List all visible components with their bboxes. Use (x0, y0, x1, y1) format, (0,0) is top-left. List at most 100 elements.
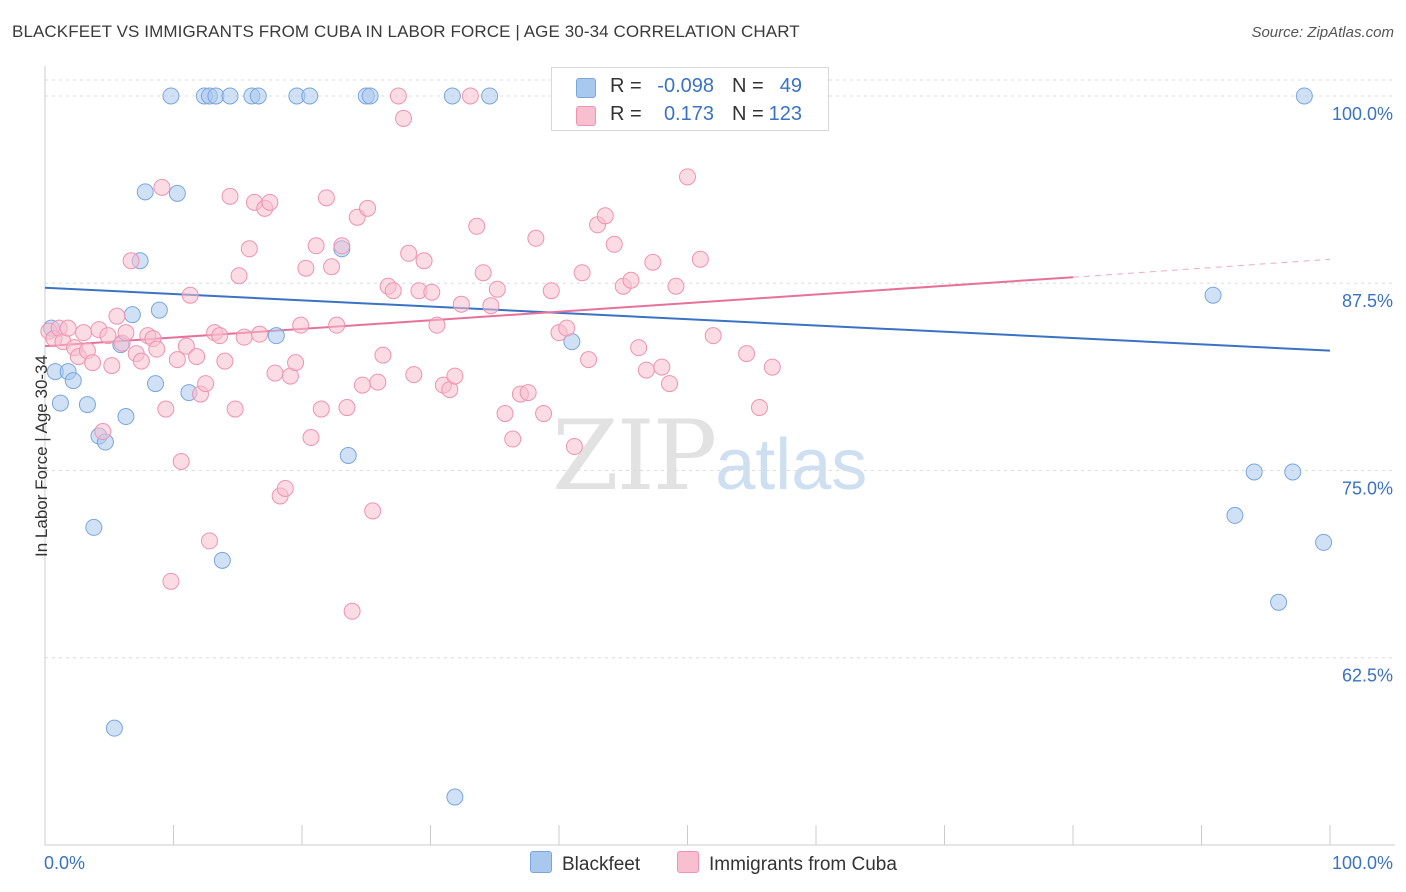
cuba-point (704, 327, 722, 345)
cuba-point (230, 267, 248, 285)
cuba-point (415, 252, 433, 270)
cuba-point (226, 400, 244, 418)
cuba-point (738, 345, 756, 363)
blackfeet-point (443, 87, 461, 105)
cuba-point (276, 479, 294, 497)
blackfeet-point (168, 184, 186, 202)
blackfeet-point (361, 87, 379, 105)
cuba-trend-line-extension (1072, 258, 1331, 278)
cuba-point (405, 366, 423, 384)
blackfeet-point (51, 394, 69, 412)
blackfeet-point (339, 447, 357, 464)
cuba-point (132, 352, 150, 370)
cuba-point (197, 375, 215, 393)
cuba-point (312, 400, 330, 418)
blackfeet-point (481, 87, 499, 105)
cuba-point (317, 189, 335, 207)
cuba-point (558, 319, 576, 337)
cuba-point (474, 264, 492, 282)
cuba-point (181, 286, 199, 304)
cuba-point (653, 358, 671, 376)
cuba-point (200, 532, 218, 550)
cuba-point (452, 295, 470, 313)
blackfeet-point (446, 788, 464, 806)
cuba-point (359, 199, 377, 217)
cuba-point (535, 405, 553, 423)
cuba-point (75, 324, 93, 342)
cuba-point (117, 324, 135, 342)
cuba-point (691, 250, 709, 268)
cuba-point (519, 384, 537, 402)
blackfeet-point (147, 375, 165, 393)
cuba-point (266, 364, 284, 382)
watermark: ZIPatlas (552, 400, 867, 512)
cuba-point (94, 423, 112, 441)
bottom-legend-swatch-cuba (677, 851, 699, 873)
legend-n-value: 49 (779, 75, 802, 97)
blackfeet-point (1226, 506, 1244, 524)
cuba-point (428, 316, 446, 334)
cuba-point (59, 319, 77, 337)
cuba-point (596, 207, 614, 225)
cuba-point (235, 328, 253, 346)
cuba-point (374, 346, 392, 364)
source-label: Source: ZipAtlas.com (1251, 24, 1394, 41)
cuba-point (338, 399, 356, 417)
cuba-point (622, 271, 640, 289)
legend-r-value: 0.173 (663, 103, 714, 125)
cuba-point (461, 87, 479, 105)
cuba-point (323, 258, 341, 276)
cuba-point (637, 361, 655, 379)
correlation-legend: R = -0.098 N = 49 R = 0.173 N = 123 (551, 67, 829, 131)
cuba-point (573, 264, 591, 282)
legend-row-cuba: R = 0.173 N = 123 (552, 101, 828, 129)
cuba-point (84, 354, 102, 372)
cuba-point (542, 282, 560, 300)
cuba-point (333, 237, 351, 255)
cuba-point (400, 244, 418, 262)
cuba-point (240, 240, 258, 258)
cuba-point (580, 351, 598, 369)
cuba-point (343, 602, 361, 620)
cuba-point (468, 217, 486, 235)
y-tick-label: 87.5% (1342, 291, 1393, 311)
cuba-point (605, 235, 623, 253)
blackfeet-point (301, 87, 319, 105)
legend-row-blackfeet: R = -0.098 N = 49 (552, 73, 828, 101)
cuba-point (565, 438, 583, 456)
bottom-legend-label-blackfeet: Blackfeet (562, 854, 641, 875)
cuba-point (153, 178, 171, 196)
cuba-point (287, 354, 305, 372)
bottom-legend-label-cuba: Immigrants from Cuba (709, 854, 897, 875)
cuba-point (188, 348, 206, 366)
blackfeet-point (1315, 533, 1333, 551)
blackfeet-point (267, 327, 285, 345)
blackfeet-point (78, 396, 96, 414)
blackfeet-point (1204, 286, 1222, 304)
cuba-point (148, 340, 166, 358)
bottom-legend-blackfeet: Blackfeet (530, 851, 640, 876)
cuba-point (389, 87, 407, 105)
blackfeet-point (1284, 463, 1302, 481)
data-points (40, 87, 1333, 806)
cuba-point (423, 283, 441, 301)
blackfeet-point (123, 306, 141, 324)
legend-swatch-cuba (576, 106, 596, 126)
cuba-point (103, 357, 121, 375)
cuba-point (211, 327, 229, 345)
cuba-point (168, 351, 186, 369)
cuba-point (488, 280, 506, 298)
cuba-point (504, 430, 522, 448)
x-tick-label-min: 0.0% (44, 853, 85, 873)
cuba-point (122, 252, 140, 270)
cuba-point (221, 187, 239, 205)
cuba-point (750, 399, 768, 417)
grid-lines (45, 79, 1395, 659)
watermark-atlas: atlas (715, 425, 868, 505)
cuba-point (157, 400, 175, 418)
legend-n-label: N = (732, 75, 764, 97)
blackfeet-point (1295, 87, 1313, 105)
cuba-point (679, 168, 696, 186)
cuba-point (99, 327, 117, 345)
blackfeet-point (150, 301, 168, 319)
